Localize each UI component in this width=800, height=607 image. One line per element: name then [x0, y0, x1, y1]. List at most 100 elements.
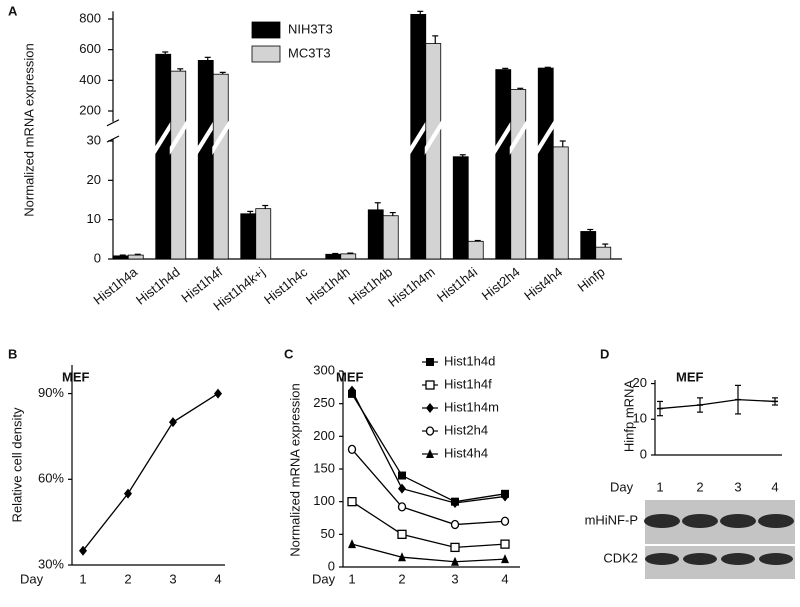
bar-break — [509, 119, 527, 155]
marker — [425, 380, 435, 390]
bar — [155, 53, 172, 260]
y-tick-label: 200 — [313, 428, 335, 443]
subtitle: MEF — [336, 369, 364, 384]
legend-label: Hist4h4 — [444, 445, 488, 460]
y-tick-label: 30% — [38, 556, 64, 571]
y-tick-label: 150 — [313, 460, 335, 475]
marker — [169, 417, 177, 428]
marker — [451, 556, 459, 566]
bar — [255, 208, 272, 260]
blot-band — [720, 514, 756, 528]
legend-label: Hist1h4m — [444, 399, 499, 414]
blot-band — [758, 514, 794, 528]
blot-band — [645, 553, 679, 565]
series-line — [659, 398, 776, 410]
marker — [500, 539, 510, 549]
y-axis-label: Normalized mRNA expression — [21, 43, 36, 216]
y-tick-label: 200 — [79, 102, 101, 117]
marker — [347, 497, 357, 507]
x-tick-label: 1 — [656, 479, 663, 494]
legend-label: MC3T3 — [288, 45, 331, 60]
legend-swatch — [251, 45, 281, 63]
y-tick-label: 20 — [633, 375, 647, 390]
blot-band — [759, 553, 793, 565]
blot-band — [683, 553, 717, 565]
x-tick-label: 3 — [169, 571, 176, 586]
legend-label: Hist1h4d — [444, 353, 495, 368]
marker — [450, 519, 460, 530]
x-tick-label: 4 — [214, 571, 221, 586]
x-axis-label: Day — [312, 571, 336, 586]
bar — [170, 70, 187, 260]
x-tick-label: 2 — [124, 571, 131, 586]
marker — [79, 545, 87, 556]
marker — [398, 471, 406, 480]
bar — [510, 89, 527, 260]
marker — [451, 497, 459, 508]
bar — [340, 253, 357, 260]
marker — [214, 388, 222, 399]
y-tick-label: 10 — [87, 211, 101, 226]
panel-label: B — [8, 346, 17, 361]
legend-swatch — [251, 21, 281, 39]
y-tick-label: 800 — [79, 10, 101, 25]
panel-label: C — [284, 346, 294, 361]
blot-band — [721, 553, 755, 565]
marker — [501, 554, 509, 564]
bar — [425, 43, 442, 260]
marker — [426, 403, 434, 413]
panel-label: D — [600, 346, 609, 361]
y-tick-label: 100 — [313, 493, 335, 508]
bar — [552, 146, 569, 260]
subtitle: MEF — [676, 369, 704, 384]
bar-break — [409, 119, 427, 155]
y-axis-label: Hinfp mRNA — [621, 380, 636, 453]
x-axis-label: Day — [610, 479, 634, 494]
marker — [426, 449, 434, 458]
marker — [500, 516, 510, 526]
bar — [240, 213, 257, 260]
x-tick-label: 1 — [348, 571, 355, 586]
marker — [348, 539, 356, 549]
legend-label: NIH3T3 — [288, 21, 333, 36]
bar — [367, 209, 384, 260]
marker — [124, 488, 132, 499]
y-tick-label: 50 — [321, 526, 335, 541]
y-tick-label: 20 — [87, 172, 101, 187]
bar — [495, 69, 512, 260]
bar-break — [197, 119, 215, 155]
bar — [452, 156, 469, 260]
marker — [397, 502, 407, 512]
bar — [197, 60, 214, 260]
bar — [212, 73, 229, 260]
bar-break — [537, 119, 555, 155]
blot-band — [682, 514, 718, 528]
blot-label: CDK2 — [603, 550, 638, 565]
x-tick-label: 2 — [696, 479, 703, 494]
bar-break — [212, 119, 230, 155]
bar — [112, 255, 129, 260]
blot — [644, 500, 795, 579]
x-tick-label: 3 — [451, 571, 458, 586]
bar — [325, 253, 342, 260]
y-tick-label: 60% — [38, 471, 64, 486]
panel-label: A — [8, 3, 18, 18]
y-tick-label: 300 — [313, 362, 335, 377]
series-line — [351, 393, 506, 503]
blot-band — [644, 514, 680, 528]
y-axis-label: Relative cell density — [9, 407, 24, 522]
blot-label: mHiNF-P — [585, 512, 638, 527]
y-tick-label: 0 — [640, 446, 647, 461]
series-line — [351, 543, 506, 563]
marker — [450, 542, 460, 553]
bar-break — [169, 119, 187, 155]
series-line — [351, 448, 506, 526]
y-tick-label: 90% — [38, 385, 64, 400]
bar-break — [424, 119, 442, 155]
series-line — [351, 390, 506, 504]
marker — [398, 483, 406, 494]
x-tick-label: 3 — [734, 479, 741, 494]
x-tick-label: 4 — [501, 571, 508, 586]
bar — [382, 215, 399, 260]
